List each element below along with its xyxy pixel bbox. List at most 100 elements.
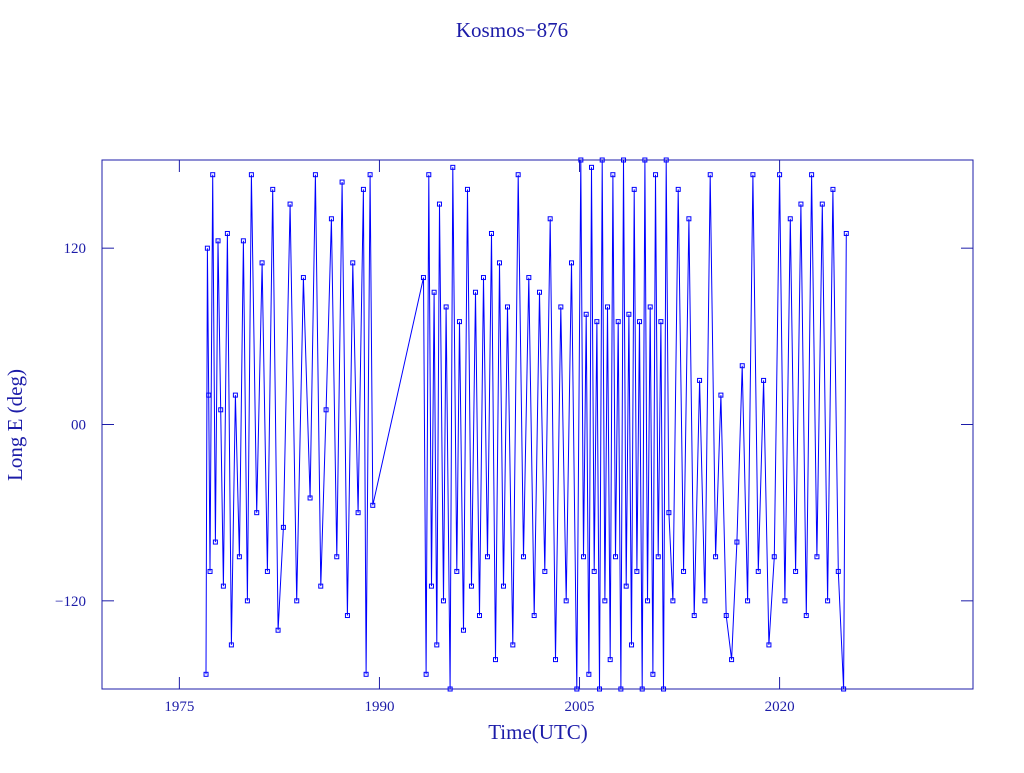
data-point [809, 172, 815, 178]
data-point [542, 568, 548, 574]
data-point [626, 311, 632, 317]
data-point [734, 539, 740, 545]
data-point [639, 686, 645, 692]
data-point [460, 627, 466, 633]
data-point [259, 260, 265, 266]
data-point [621, 157, 627, 163]
y-tick-label: 120 [64, 241, 87, 257]
data-point [739, 363, 745, 369]
data-point [569, 260, 575, 266]
data-point [718, 392, 724, 398]
data-point [589, 164, 595, 170]
data-point [210, 172, 216, 178]
data-point [591, 568, 597, 574]
data-point [355, 510, 361, 516]
data-point [220, 583, 226, 589]
data-point [334, 554, 340, 560]
data-point [697, 377, 703, 383]
data-point [691, 613, 697, 619]
data-point [204, 245, 210, 251]
data-point [212, 539, 218, 545]
data-point [244, 598, 250, 604]
data-point [370, 502, 376, 508]
data-point [631, 186, 637, 192]
data-point [610, 172, 616, 178]
data-point [814, 554, 820, 560]
data-point [254, 510, 260, 516]
data-point [480, 275, 486, 281]
data-point [328, 216, 334, 222]
data-point [583, 311, 589, 317]
data-point [488, 230, 494, 236]
data-point [793, 568, 799, 574]
data-point [761, 377, 767, 383]
data-point [563, 598, 569, 604]
data-point [581, 554, 587, 560]
data-point [798, 201, 804, 207]
data-point [450, 164, 456, 170]
data-point [264, 568, 270, 574]
data-point [819, 201, 825, 207]
data-point [750, 172, 756, 178]
data-point [215, 238, 221, 244]
data-point [206, 392, 212, 398]
data-point [224, 230, 230, 236]
data-point [248, 172, 254, 178]
data-point [642, 157, 648, 163]
data-point [428, 583, 434, 589]
data-point [520, 554, 526, 560]
data-point [307, 495, 313, 501]
data-point [218, 407, 224, 413]
data-point [702, 598, 708, 604]
data-point [492, 657, 498, 663]
data-point [605, 304, 611, 310]
x-tick-label: 1990 [364, 699, 394, 715]
data-point [510, 642, 516, 648]
data-point [745, 598, 751, 604]
data-point [666, 510, 672, 516]
y-axis-label: Long E (deg) [3, 369, 27, 481]
data-point [830, 186, 836, 192]
data-point [825, 598, 831, 604]
data-point [634, 568, 640, 574]
data-point [771, 554, 777, 560]
data-point [515, 172, 521, 178]
data-point [650, 671, 656, 677]
data-point [443, 304, 449, 310]
data-point [434, 642, 440, 648]
data-point [607, 657, 613, 663]
data-point [843, 230, 849, 236]
data-point [472, 289, 478, 295]
data-point [280, 524, 286, 530]
data-point [323, 407, 329, 413]
data-point [468, 583, 474, 589]
data-point [339, 179, 345, 185]
data-point [658, 319, 664, 325]
data-point [647, 304, 653, 310]
data-point [300, 275, 306, 281]
data-point [484, 554, 490, 560]
data-point [597, 686, 603, 692]
data-point [558, 304, 564, 310]
data-point [504, 304, 510, 310]
data-point [675, 186, 681, 192]
data-point [637, 319, 643, 325]
data-point [615, 319, 621, 325]
data-point [803, 613, 809, 619]
data-point [547, 216, 553, 222]
data-point [645, 598, 651, 604]
chart-title: Kosmos−876 [456, 18, 568, 42]
data-point [344, 613, 350, 619]
data-point [500, 583, 506, 589]
data-point [228, 642, 234, 648]
data-point [360, 186, 366, 192]
data-point [447, 686, 453, 692]
data-point [782, 598, 788, 604]
data-point [531, 613, 537, 619]
data-point [623, 583, 629, 589]
data-point [653, 172, 659, 178]
data-point [207, 568, 213, 574]
data-point [594, 319, 600, 325]
data-point [578, 157, 584, 163]
